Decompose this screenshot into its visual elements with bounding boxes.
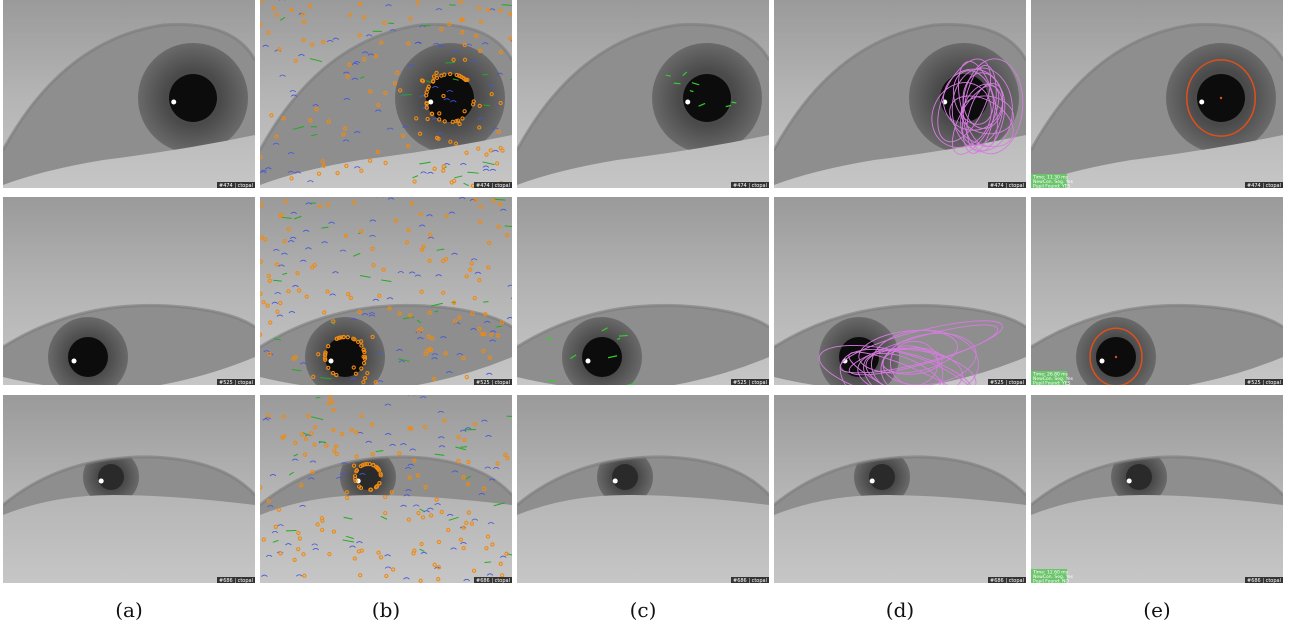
edge-green	[731, 102, 736, 103]
frame-label: #474 | ctopal	[476, 183, 510, 189]
eye-image: #686 | ctopal	[517, 395, 769, 584]
edge-green	[619, 335, 628, 336]
caption: (a)	[115, 598, 143, 622]
glint	[428, 100, 433, 105]
frame-label: #474 | ctopal	[219, 183, 253, 189]
caption: (c)	[630, 598, 657, 622]
frame-label: #525 | ctopal	[733, 380, 767, 386]
edge-green	[316, 397, 321, 398]
edge-green	[617, 338, 620, 339]
eye-image: #474 | ctopal	[774, 0, 1026, 189]
caption: (d)	[886, 598, 914, 622]
iris-group	[48, 317, 128, 397]
eye-image: #474 | ctopal	[3, 0, 255, 189]
info-text: Pupil Found: YES	[1033, 381, 1071, 387]
pupil	[1126, 464, 1152, 490]
frame-label: #525 | ctopal	[476, 380, 510, 386]
pupil-center	[1115, 356, 1117, 358]
eye-image: #525 | ctopal	[3, 197, 255, 397]
eye-image: #474 | ctopal	[259, 0, 520, 189]
eye-image: #474 | ctopal	[517, 0, 769, 189]
frame-label: #686 | ctopal	[1247, 578, 1281, 584]
glint	[72, 359, 77, 364]
eye-image: #686 | ctopal	[3, 395, 255, 584]
pupil	[612, 464, 638, 490]
glint	[1100, 359, 1105, 364]
pupil-center	[1220, 97, 1222, 99]
eye-image: #686 | ctopal	[258, 394, 518, 584]
edge-green	[502, 5, 512, 6]
eye-image: #525 | ctopal	[517, 197, 769, 397]
frame-label: #686 | ctopal	[733, 578, 767, 584]
info-text: Pupil Found: YES	[1033, 184, 1071, 190]
iris-group	[395, 43, 505, 153]
frame-label: #686 | ctopal	[219, 578, 253, 584]
eye-image: Time: 11.30 msNewCon. Seg. YesPupil Foun…	[1031, 0, 1283, 190]
frame-label: #686 | ctopal	[476, 578, 510, 584]
edge-green	[388, 23, 394, 24]
glint	[171, 100, 176, 105]
info-text: Pupil Found: NO	[1033, 579, 1069, 585]
iris-group	[305, 317, 385, 397]
frame-label: #474 | ctopal	[990, 183, 1024, 189]
edge-green	[496, 326, 501, 327]
glint	[99, 479, 104, 484]
frame-label: #474 | ctopal	[1247, 183, 1281, 189]
caption: (b)	[372, 598, 400, 622]
frame-label: #525 | ctopal	[1247, 380, 1281, 386]
eye-image: #686 | ctopal	[774, 395, 1026, 584]
pupil	[68, 337, 108, 377]
figure: #474 | ctopal #474 | ctopal #474 | ctopal #…	[0, 0, 1299, 631]
pupil	[582, 337, 622, 377]
edge-blue	[377, 196, 383, 198]
eye-image: Time: 12.60 msNewCon. Seg. YesPupil Foun…	[1031, 395, 1283, 585]
eye-image: #525 | ctopal	[258, 196, 516, 397]
pupil	[98, 464, 124, 490]
frame-label: #525 | ctopal	[219, 380, 253, 386]
edge-green	[460, 447, 467, 448]
glint	[1127, 479, 1132, 484]
frame-label: #525 | ctopal	[990, 380, 1024, 386]
pupil	[683, 74, 731, 122]
frame-label: #474 | ctopal	[733, 183, 767, 189]
edge-green	[485, 562, 492, 563]
glint	[685, 100, 690, 105]
glint	[586, 359, 591, 364]
glint	[613, 479, 618, 484]
caption: (e)	[1143, 598, 1170, 622]
iris-group	[652, 43, 762, 153]
eye-image: Time: 26.80 msNewCon. Seg. YesPupil Foun…	[1031, 197, 1283, 397]
glint	[329, 359, 334, 364]
pupil	[169, 74, 217, 122]
pupil	[869, 464, 895, 490]
glint	[870, 479, 875, 484]
frame-label: #686 | ctopal	[990, 578, 1024, 584]
edge-green	[482, 74, 488, 75]
iris-group	[138, 43, 248, 153]
glint	[1199, 100, 1204, 105]
